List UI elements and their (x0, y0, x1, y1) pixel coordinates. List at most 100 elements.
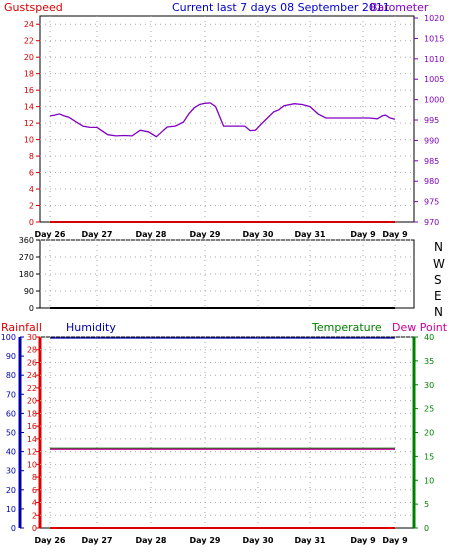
gust-tick-label: 8 (29, 152, 34, 161)
temperature-axis-title: Temperature (311, 321, 382, 334)
rain-tick-label: 0 (32, 524, 37, 533)
gust-tick-label: 4 (29, 185, 34, 194)
gustspeed-axis-title: Gustspeed (4, 1, 63, 14)
bottom-day-label: Day 29 (190, 536, 221, 545)
rain-tick-label: 14 (27, 435, 37, 444)
wind-direction-labels: N W S E N (433, 240, 445, 319)
top-day-label: Day 31 (295, 230, 326, 239)
humidity-tick-label: 90 (6, 352, 16, 361)
top-day-label: Day 28 (136, 230, 167, 239)
gust-tick-label: 22 (24, 37, 34, 46)
rain-tick-label: 28 (27, 346, 37, 355)
gust-tick-label: 2 (29, 202, 34, 211)
baro-tick-label: 975 (424, 198, 439, 207)
dir-label-n-top: N (434, 240, 443, 254)
bottom-day-label: Day 28 (136, 536, 167, 545)
top-day-label: Day 30 (243, 230, 274, 239)
top-day-label: Day 27 (82, 230, 113, 239)
baro-tick-label: 985 (424, 157, 439, 166)
wind-tick-label: 90 (24, 287, 34, 296)
humidity-tick-label: 80 (6, 371, 16, 380)
humidity-tick-label: 100 (1, 333, 16, 342)
barometer-series-line (49, 102, 396, 138)
baro-tick-label: 995 (424, 116, 439, 125)
temp-tick-label: 15 (424, 452, 434, 461)
humidity-tick-label: 30 (6, 467, 16, 476)
bottom-chart-panel (39, 336, 415, 529)
rain-tick-label: 4 (32, 499, 37, 508)
dew-point-axis-title: Dew Point (392, 321, 448, 334)
humidity-tick-label: 60 (6, 409, 16, 418)
baro-tick-label: 980 (424, 177, 439, 186)
bottom-day-label: Day 26 (35, 536, 66, 545)
baro-tick-label: 990 (424, 136, 439, 145)
top-chart-panel (39, 15, 415, 223)
gust-tick-label: 6 (29, 169, 34, 178)
rainfall-axis-title: Rainfall (1, 321, 42, 334)
baro-tick-label: 1015 (424, 34, 444, 43)
rain-tick-label: 24 (27, 371, 37, 380)
rain-tick-label: 12 (27, 448, 37, 457)
dir-label-e: E (434, 289, 442, 303)
rain-tick-label: 6 (32, 486, 37, 495)
gust-tick-label: 14 (24, 103, 34, 112)
bottom-day-label: Day 27 (82, 536, 113, 545)
humidity-tick-label: 0 (11, 524, 16, 533)
gust-tick-label: 0 (29, 218, 34, 227)
bottom-day-label: Day 9 (382, 536, 408, 545)
rain-tick-label: 26 (27, 358, 37, 367)
humidity-axis-title: Humidity (66, 321, 116, 334)
wind-tick-label: 360 (19, 236, 34, 245)
humidity-tick-label: 70 (6, 390, 16, 399)
rain-tick-label: 16 (27, 422, 37, 431)
wind-tick-label: 180 (19, 270, 34, 279)
temp-tick-label: 40 (424, 333, 434, 342)
bottom-day-label: Day 31 (295, 536, 326, 545)
top-day-label: Day 9 (382, 230, 408, 239)
gust-tick-label: 18 (24, 70, 34, 79)
rain-tick-label: 22 (27, 384, 37, 393)
temp-tick-label: 5 (424, 500, 429, 509)
bottom-day-label: Day 9 (350, 536, 376, 545)
gust-tick-label: 24 (24, 20, 34, 29)
temp-tick-label: 35 (424, 357, 434, 366)
humidity-tick-label: 50 (6, 429, 16, 438)
top-day-label: Day 26 (35, 230, 66, 239)
barometer-axis-title: Barometer (370, 1, 429, 14)
humidity-tick-label: 20 (6, 486, 16, 495)
baro-tick-label: 1005 (424, 75, 444, 84)
temp-tick-label: 0 (424, 524, 429, 533)
wind-direction-panel (39, 239, 415, 309)
humidity-tick-label: 10 (6, 505, 16, 514)
rain-tick-label: 8 (32, 473, 37, 482)
rain-tick-label: 10 (27, 460, 37, 469)
wind-tick-label: 270 (19, 253, 34, 262)
chart-marks: 0246810121416182022249709759809859909951… (1, 14, 445, 545)
temp-tick-label: 20 (424, 429, 434, 438)
rain-tick-label: 18 (27, 409, 37, 418)
gust-tick-label: 12 (24, 119, 34, 128)
rain-tick-label: 20 (27, 397, 37, 406)
baro-tick-label: 1000 (424, 96, 444, 105)
dir-label-n-bottom: N (434, 305, 443, 319)
top-day-label: Day 29 (190, 230, 221, 239)
temp-tick-label: 30 (424, 381, 434, 390)
temp-tick-label: 10 (424, 476, 434, 485)
top-day-label: Day 9 (350, 230, 376, 239)
baro-tick-label: 1010 (424, 55, 444, 64)
temp-tick-label: 25 (424, 405, 434, 414)
bottom-day-label: Day 30 (243, 536, 274, 545)
gust-tick-label: 20 (24, 53, 34, 62)
top-chart-title: Current last 7 days 08 September 2011 (172, 1, 390, 14)
gust-tick-label: 10 (24, 136, 34, 145)
humidity-tick-label: 40 (6, 448, 16, 457)
baro-tick-label: 970 (424, 218, 439, 227)
gust-tick-label: 16 (24, 86, 34, 95)
baro-tick-label: 1020 (424, 14, 444, 23)
rain-tick-label: 30 (27, 333, 37, 342)
dir-label-s: S (434, 273, 442, 287)
wind-tick-label: 0 (29, 304, 34, 313)
dir-label-w: W (433, 257, 445, 271)
rain-tick-label: 2 (32, 511, 37, 520)
